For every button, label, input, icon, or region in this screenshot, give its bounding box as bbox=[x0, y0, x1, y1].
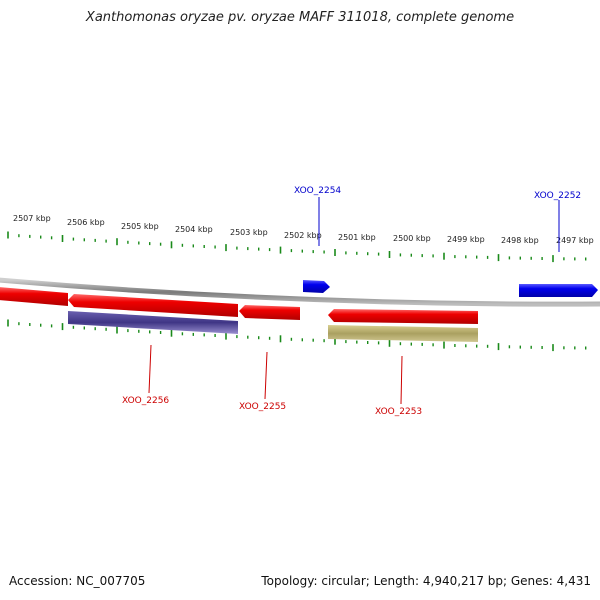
ruler-label: 2507 kbp bbox=[13, 214, 51, 223]
gene-label: XOO_2252 bbox=[534, 191, 581, 201]
genome-backbone bbox=[0, 277, 600, 307]
callout-line bbox=[400, 355, 403, 405]
gene-arrow-forward[interactable] bbox=[303, 280, 330, 293]
gene-arrow-reverse[interactable] bbox=[239, 305, 300, 320]
gene-XOO_2253[interactable] bbox=[328, 309, 478, 324]
gene-arrow-reverse[interactable] bbox=[68, 294, 238, 317]
ruler-ticks-top bbox=[7, 231, 587, 263]
gene-label: XOO_2253 bbox=[375, 407, 422, 417]
map-title: Xanthomonas oryzae pv. oryzae MAFF 31101… bbox=[85, 10, 515, 25]
gene-XOO_2254[interactable] bbox=[303, 280, 330, 293]
ruler-ticks-bottom bbox=[7, 319, 587, 352]
feature-bar-olive bbox=[328, 325, 478, 342]
ruler-label: 2506 kbp bbox=[67, 218, 105, 227]
ruler-label: 2499 kbp bbox=[447, 235, 485, 244]
callout-line bbox=[264, 351, 268, 400]
ruler-labels: 2507 kbp 2506 kbp 2505 kbp 2504 kbp 2503… bbox=[13, 214, 594, 245]
ruler-label: 2505 kbp bbox=[121, 222, 159, 231]
genome-summary-text: Topology: circular; Length: 4,940,217 bp… bbox=[261, 574, 591, 588]
gene-arrow-reverse[interactable] bbox=[328, 309, 478, 324]
gene-XOO_2257-partial[interactable] bbox=[0, 287, 68, 306]
ruler-label: 2502 kbp bbox=[284, 231, 322, 240]
gene-label: XOO_2254 bbox=[294, 186, 341, 196]
ruler-label: 2498 kbp bbox=[501, 236, 539, 245]
gene-XOO_2252[interactable] bbox=[519, 284, 598, 297]
gene-XOO_2255[interactable] bbox=[239, 305, 300, 320]
ruler-label: 2500 kbp bbox=[393, 234, 431, 243]
gene-arrow-forward[interactable] bbox=[519, 284, 598, 297]
ruler-label: 2497 kbp bbox=[556, 236, 594, 245]
gene-label: XOO_2256 bbox=[122, 396, 169, 406]
ruler-label: 2501 kbp bbox=[338, 233, 376, 242]
ruler-label: 2504 kbp bbox=[175, 225, 213, 234]
gene-arrow-reverse[interactable] bbox=[0, 287, 68, 306]
gene-XOO_2256[interactable] bbox=[68, 294, 238, 317]
gene-label: XOO_2255 bbox=[239, 402, 286, 412]
accession-text: Accession: NC_007705 bbox=[9, 574, 146, 588]
ruler-label: 2503 kbp bbox=[230, 228, 268, 237]
feature-bar-purple bbox=[68, 311, 238, 334]
callout-line bbox=[148, 344, 152, 394]
